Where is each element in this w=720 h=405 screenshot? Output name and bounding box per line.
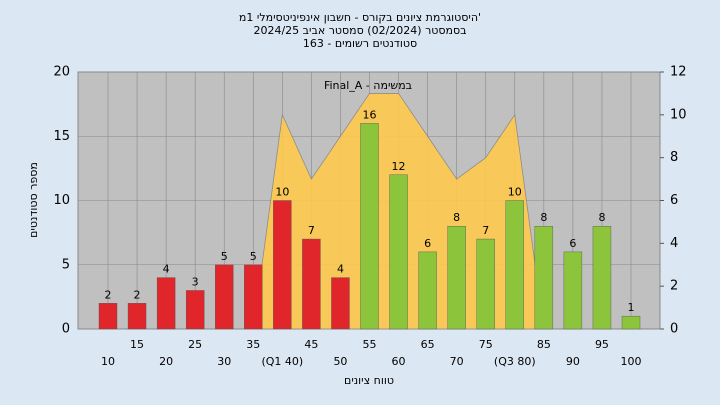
y2-tick-label: 6 (670, 193, 678, 208)
x-tick-label: (Q3 80) (494, 355, 536, 368)
title-line: בסמסטר (02/2024) סמסטר אביב 2024/25 (253, 24, 466, 37)
title-line: סטודנטים רשומים - 163 (303, 37, 417, 50)
x-tick-label: 30 (217, 355, 231, 368)
value-label: 8 (453, 211, 460, 224)
x-tick-label: 70 (450, 355, 464, 368)
x-tick-label: 75 (479, 338, 493, 351)
value-label: 6 (424, 237, 431, 250)
bar (592, 225, 612, 330)
y-tick-label: 0 (62, 322, 70, 337)
value-label: 4 (337, 263, 344, 276)
y2-tick-label: 10 (670, 107, 687, 122)
x-tick-label: 50 (333, 355, 347, 368)
value-label: 7 (482, 224, 489, 237)
bar (534, 225, 554, 330)
x-tick-label: 15 (130, 338, 144, 351)
y-axis-label: מספר סטודנטים (27, 162, 40, 238)
value-label: 10 (508, 186, 522, 199)
value-label: 8 (540, 211, 547, 224)
x-tick-label: 85 (537, 338, 551, 351)
bar (331, 277, 350, 330)
y-tick-label: 5 (62, 257, 70, 272)
bar (156, 277, 176, 330)
bar (563, 251, 583, 330)
value-label: 8 (598, 211, 605, 224)
value-label: 7 (308, 224, 315, 237)
value-label: 10 (275, 186, 289, 199)
x-tick-label: 20 (159, 355, 173, 368)
y2-tick-label: 2 (670, 279, 678, 294)
value-label: 2 (134, 288, 141, 301)
x-tick-label: 60 (392, 355, 406, 368)
y2-tick-label: 4 (670, 236, 678, 251)
bar (360, 123, 379, 330)
value-label: 5 (250, 250, 257, 263)
value-label: 5 (221, 250, 228, 263)
y2-tick-label: 8 (670, 150, 678, 165)
value-label: 1 (628, 301, 635, 314)
bar (98, 303, 118, 330)
x-axis-label: טווח ציונים (344, 374, 394, 387)
x-tick-label: 55 (363, 338, 377, 351)
bar (273, 200, 292, 330)
x-tick-label: 65 (421, 338, 435, 351)
value-label: 16 (363, 108, 377, 121)
annotation: Final_A - במשימה (324, 79, 412, 92)
x-tick-label: 100 (621, 355, 642, 368)
bar (244, 264, 263, 330)
bar (389, 174, 408, 330)
x-tick-label: 45 (304, 338, 318, 351)
value-label: 3 (192, 275, 199, 288)
y2-tick-label: 12 (670, 65, 687, 80)
y-tick-label: 15 (53, 129, 70, 144)
bar (185, 290, 205, 330)
bar (418, 251, 437, 330)
x-tick-label: 35 (246, 338, 260, 351)
value-label: 2 (105, 288, 112, 301)
bar (302, 238, 321, 330)
value-label: 6 (569, 237, 576, 250)
title-line: היסטוגרמת ציונים בקורס - חשבון אינפיניטס… (239, 11, 481, 24)
x-tick-label: (Q1 40) (261, 355, 303, 368)
bar (621, 315, 641, 330)
bar (476, 238, 495, 330)
y-tick-label: 20 (53, 65, 70, 80)
x-tick-label: 10 (101, 355, 115, 368)
bar (505, 200, 524, 330)
y-tick-label: 10 (53, 193, 70, 208)
y2-tick-label: 0 (670, 322, 678, 337)
bar (215, 264, 234, 330)
bar (127, 303, 147, 330)
x-tick-label: 90 (566, 355, 580, 368)
bar (447, 225, 466, 330)
x-tick-label: 95 (595, 338, 609, 351)
x-tick-label: 25 (188, 338, 202, 351)
value-label: 12 (392, 160, 406, 173)
value-label: 4 (163, 263, 170, 276)
